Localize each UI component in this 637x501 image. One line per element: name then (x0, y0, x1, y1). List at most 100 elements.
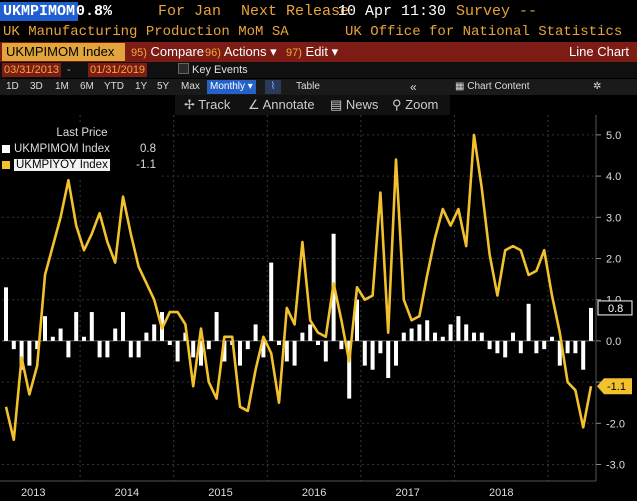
bar (401, 332, 406, 341)
news-icon: ▤ (330, 97, 343, 112)
bar (97, 340, 102, 358)
bar (425, 320, 430, 341)
bar (362, 340, 367, 366)
bar (191, 340, 196, 358)
bar (4, 287, 8, 341)
bar (183, 332, 188, 341)
bar (74, 312, 79, 341)
bar (175, 340, 180, 362)
range-1m[interactable]: 1M (55, 81, 69, 92)
x-axis-background (0, 481, 637, 501)
last-value-tag-yoy-text: -1.1 (607, 381, 626, 393)
bar (19, 340, 24, 370)
range-1y[interactable]: 1Y (135, 81, 148, 92)
data-source: UK Office for National Statistics (345, 24, 623, 40)
next-release-label: Next Release (241, 3, 350, 20)
news-button[interactable]: ▤ News (330, 97, 378, 113)
table-button[interactable]: Table (296, 81, 320, 92)
bar (495, 340, 500, 354)
chevron-down-icon: ▾ (331, 44, 339, 59)
edit-button[interactable]: 97) Edit ▾ (283, 43, 341, 61)
bar (58, 328, 63, 341)
survey-label: Survey -- (456, 3, 538, 20)
range-1d[interactable]: 1D (6, 81, 19, 92)
bar (292, 340, 297, 366)
bar (573, 340, 578, 354)
bar (557, 340, 562, 366)
bar (386, 340, 391, 378)
compare-button[interactable]: 95) Compare (128, 43, 207, 61)
y-tick-label: 2.0 (606, 253, 621, 265)
compare-number: 95) (131, 47, 147, 59)
chart-tools-row: ✢ Track ∠ Annotate ▤ News ⚲ Zoom (0, 95, 637, 115)
settings-icon[interactable]: ✲ (593, 81, 602, 92)
bar (82, 336, 86, 341)
legend-item-mom[interactable]: UKMPIMOM Index 0.8 (2, 141, 162, 157)
date-separator: - (67, 64, 71, 76)
bar (526, 303, 531, 341)
range-ytd[interactable]: YTD (104, 81, 124, 92)
start-date-field[interactable]: 03/31/2013 (2, 63, 62, 77)
x-tick-label: 2015 (208, 487, 232, 499)
edit-number: 97) (286, 47, 302, 59)
bar (214, 312, 219, 341)
collapse-button[interactable]: « (410, 80, 417, 94)
bar (316, 340, 320, 346)
end-date-field[interactable]: 01/31/2019 (88, 63, 148, 77)
chart-plot[interactable]: 5.04.03.02.01.00.0-1.0-2.0-3.00.8-1.1201… (0, 115, 637, 501)
bar (456, 316, 461, 341)
zoom-label: Zoom (405, 97, 439, 112)
bar (409, 328, 414, 341)
chart-content-button[interactable]: ▦ Chart Content (455, 80, 530, 94)
security-field[interactable]: UKMPIMOM Index (2, 43, 125, 61)
bar (440, 336, 445, 341)
bar (261, 340, 266, 358)
chart-content-icon: ▦ (455, 81, 465, 92)
range-max[interactable]: Max (181, 81, 200, 92)
y-tick-label: -2.0 (606, 418, 625, 430)
pencil-icon: ∠ (248, 97, 260, 112)
legend-series-value: 0.8 (140, 143, 156, 155)
chevron-down-icon: ▾ (270, 44, 277, 59)
track-label: Track (198, 97, 231, 112)
bar (66, 340, 71, 358)
bar (269, 262, 274, 341)
x-tick-label: 2014 (115, 487, 139, 499)
security-description: UK Manufacturing Production MoM SA (3, 24, 289, 40)
bar (355, 299, 359, 341)
range-3d[interactable]: 3D (30, 81, 43, 92)
chart-background (0, 115, 637, 501)
range-5y[interactable]: 5Y (157, 81, 170, 92)
chevron-down-icon: ▾ (247, 81, 253, 92)
frequency-dropdown[interactable]: Monthly ▾ (207, 80, 256, 94)
legend-item-yoy[interactable]: UKMPIYOY Index -1.1 (2, 157, 162, 173)
bar (370, 340, 375, 370)
key-events-toggle[interactable]: Key Events (178, 63, 248, 77)
bar (550, 336, 554, 341)
track-button[interactable]: ✢ Track (184, 97, 230, 113)
bar (339, 340, 344, 350)
y-tick-label: 4.0 (606, 171, 621, 183)
release-period: For Jan (158, 3, 222, 20)
legend-series-name: UKMPIMOM Index (14, 143, 110, 155)
bar (238, 340, 242, 366)
annotate-button[interactable]: ∠ Annotate (248, 97, 315, 113)
zoom-button[interactable]: ⚲ Zoom (392, 97, 438, 113)
bar (35, 340, 40, 350)
chart-content-label: Chart Content (467, 81, 530, 92)
actions-button[interactable]: 96) Actions ▾ (202, 43, 280, 61)
bar (487, 340, 492, 350)
x-tick-label: 2013 (21, 487, 45, 499)
bar (89, 312, 94, 341)
line-chart-icon[interactable]: ⌇ (265, 80, 281, 94)
range-6m[interactable]: 6M (80, 81, 94, 92)
ticker-label[interactable]: UKMPIMOM (0, 2, 79, 21)
bar (113, 328, 118, 341)
bar (534, 340, 539, 354)
x-tick-label: 2018 (489, 487, 513, 499)
edit-label: Edit (305, 44, 328, 59)
frequency-value: Monthly (210, 81, 246, 92)
bar (128, 340, 133, 358)
security-header: UKMPIMOM 0.8% For Jan Next Release 10 Ap… (0, 0, 637, 23)
bar (284, 340, 289, 362)
